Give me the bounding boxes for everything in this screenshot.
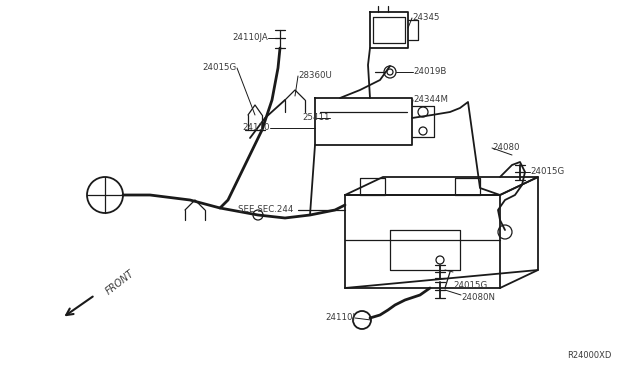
Circle shape: [436, 256, 444, 264]
Text: 24110JA: 24110JA: [232, 33, 268, 42]
Text: 28360U: 28360U: [298, 71, 332, 80]
Text: 25411: 25411: [303, 113, 330, 122]
Text: 24110J: 24110J: [325, 314, 355, 323]
Text: 24080: 24080: [492, 144, 520, 153]
Text: 24015G: 24015G: [530, 167, 564, 176]
Text: 24110: 24110: [243, 124, 270, 132]
Text: 24019B: 24019B: [413, 67, 446, 77]
Text: R24000XD: R24000XD: [568, 352, 612, 360]
Text: FRONT: FRONT: [104, 268, 136, 296]
Text: 24015G: 24015G: [203, 64, 237, 73]
Text: 24080N: 24080N: [461, 294, 495, 302]
Text: SEE SEC.244: SEE SEC.244: [238, 205, 293, 215]
Text: 24344M: 24344M: [413, 96, 448, 105]
Text: 24015G: 24015G: [453, 280, 487, 289]
Text: 24345: 24345: [412, 13, 440, 22]
Circle shape: [387, 69, 393, 75]
